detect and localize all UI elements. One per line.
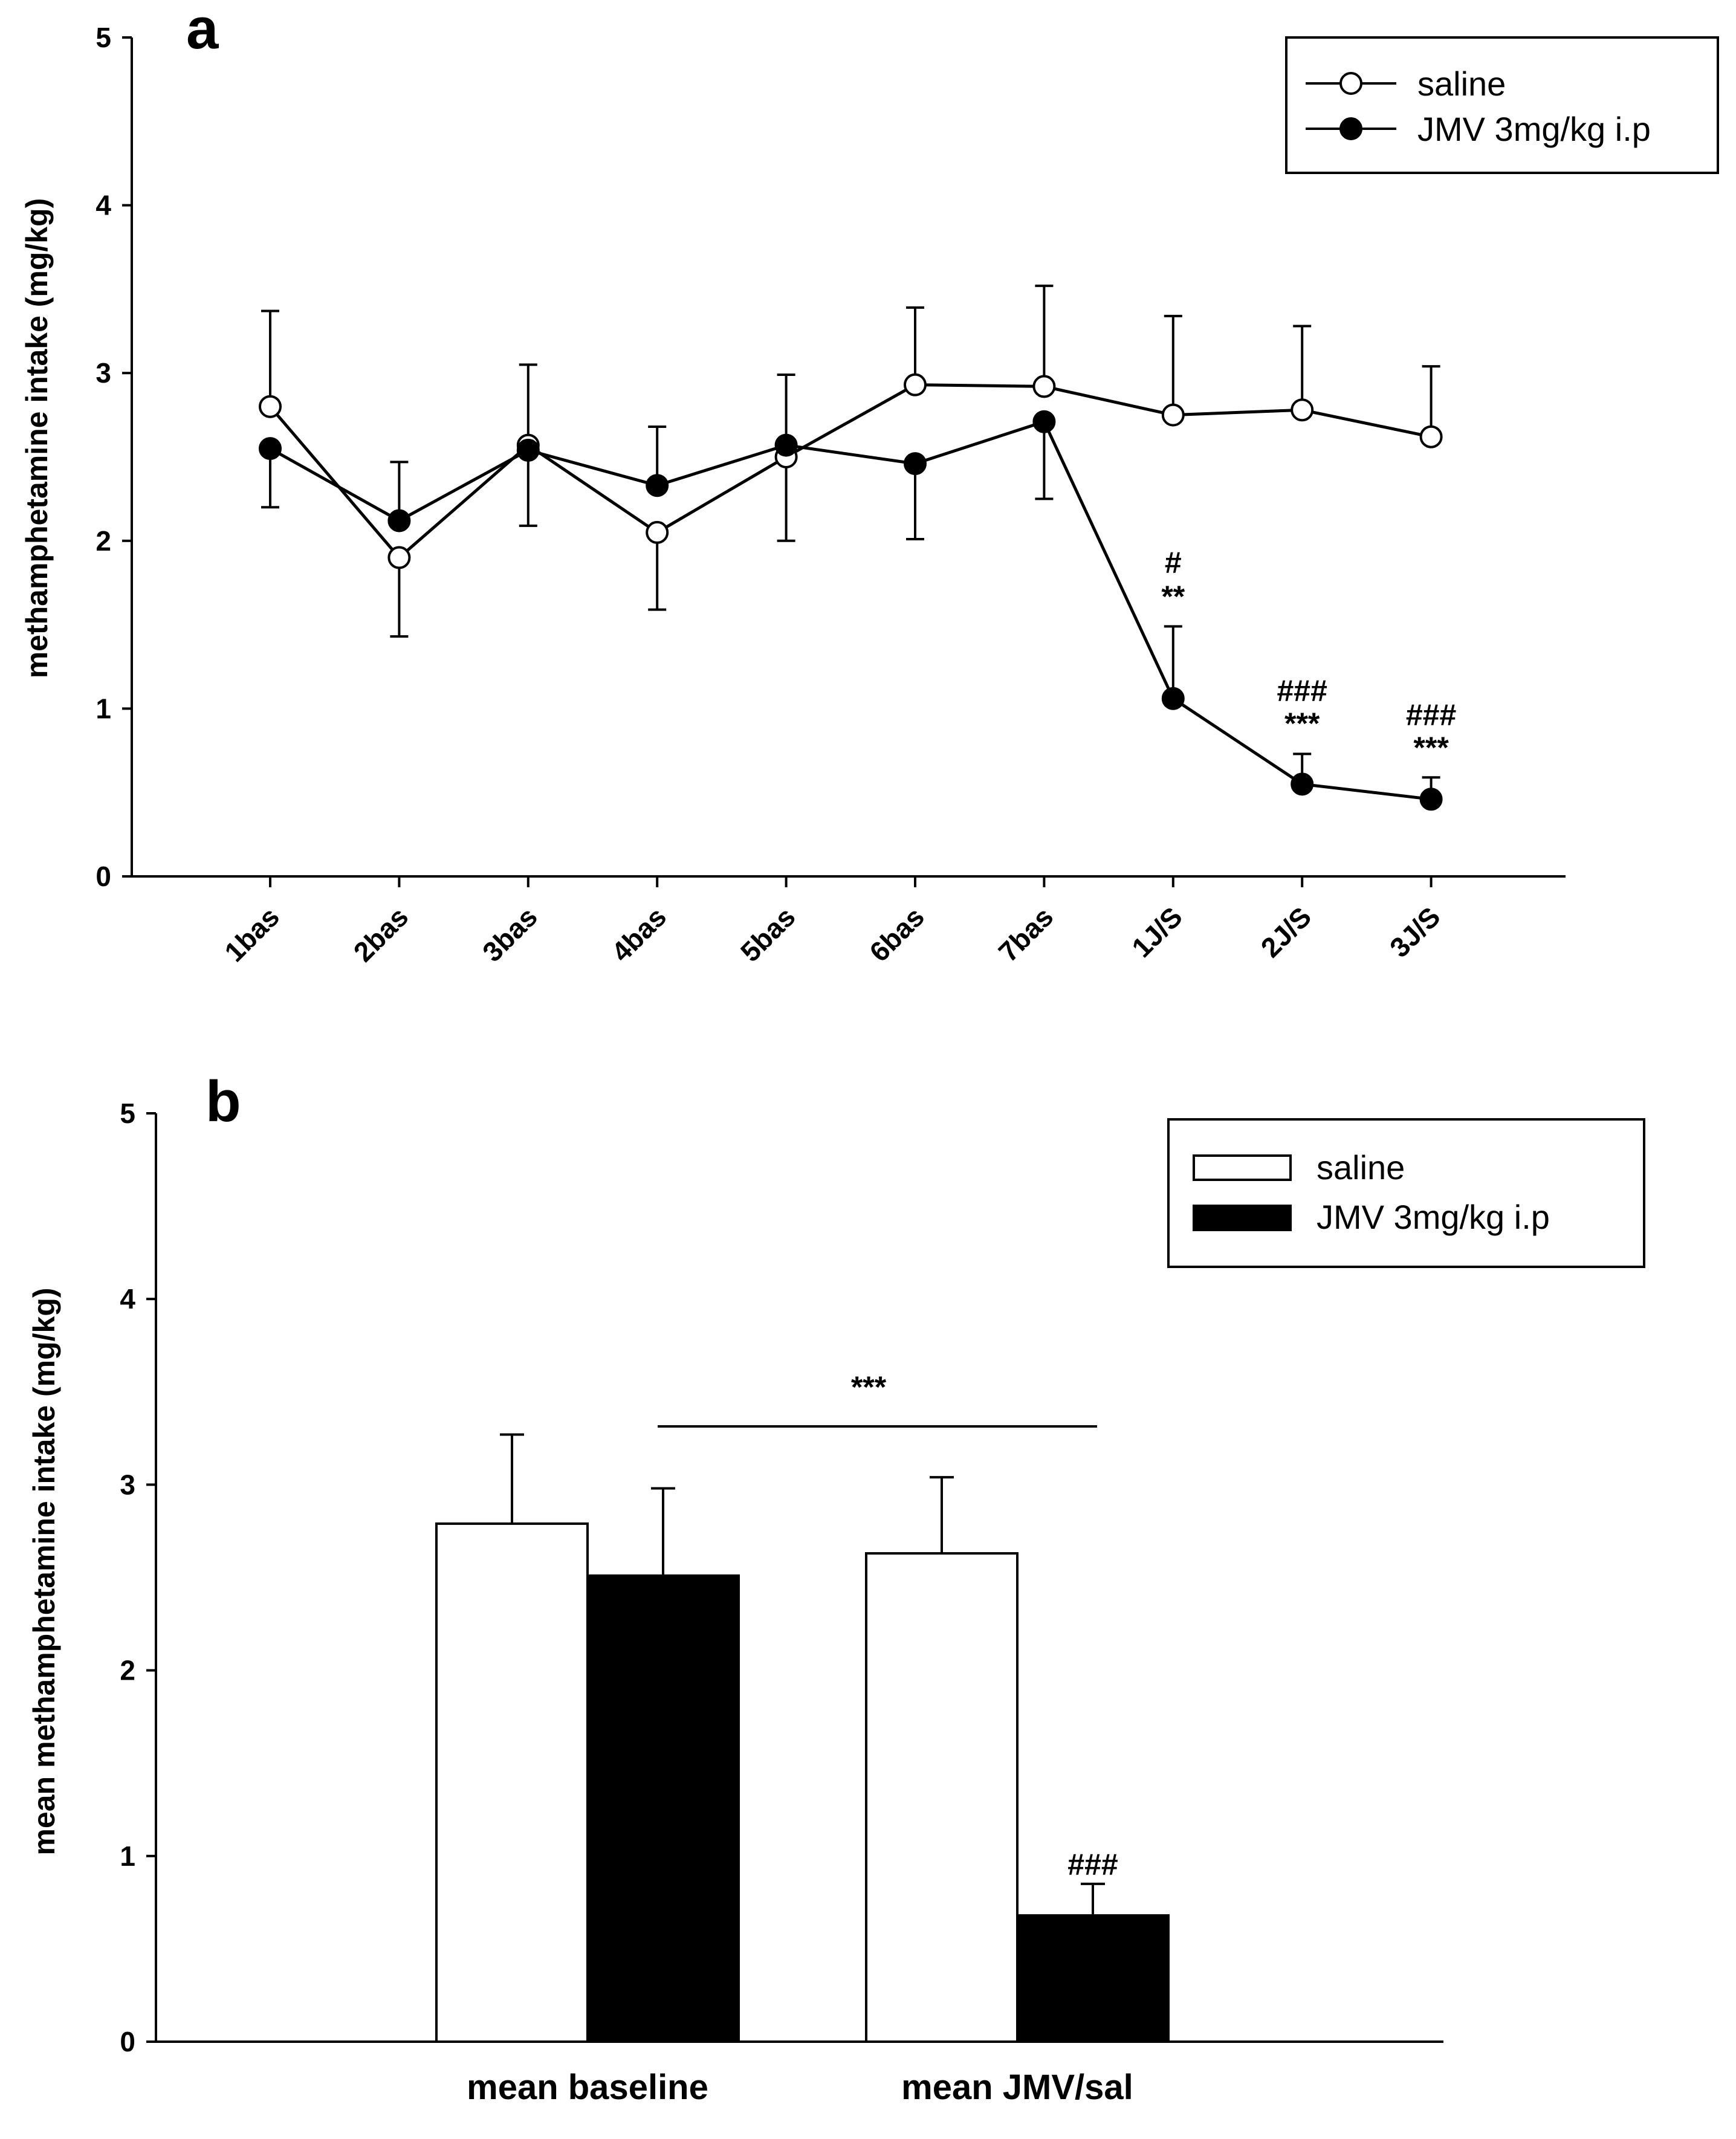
x-category-label: mean JMV/sal	[901, 2068, 1133, 2107]
x-category-label: mean baseline	[467, 2068, 708, 2107]
data-point-saline	[1291, 398, 1314, 422]
y-tick-label: 4	[120, 1283, 135, 1315]
significance-marker: ***	[1284, 707, 1320, 740]
data-point-jmv	[387, 509, 411, 532]
panel-b: b mean methamphetamine intake (mg/kg) 0 1…	[27, 1069, 1645, 2107]
panel-b-axes: 0 1 2 3 4 5 mean baseline mean JMV/sal	[120, 1098, 1443, 2107]
panel-b-legend: saline JMV 3mg/kg i.p	[1167, 1118, 1645, 1268]
data-point-jmv	[1419, 788, 1443, 811]
panel-b-y-axis-title: mean methamphetamine intake (mg/kg)	[27, 1287, 61, 1855]
panel-a-plot-area	[259, 284, 1443, 811]
data-point-saline	[1161, 403, 1185, 427]
x-tick-label: 3J/S	[1384, 901, 1446, 963]
series-line-saline	[269, 383, 1432, 560]
y-tick-label: 0	[96, 861, 111, 892]
panel-a-legend: saline JMV 3mg/kg i.p	[1285, 36, 1719, 174]
significance-marker: ###	[1067, 1848, 1118, 1882]
legend-a-jmv-label: JMV 3mg/kg i.p	[1417, 110, 1651, 148]
bar-saline	[865, 1552, 1019, 2043]
panel-a-letter: a	[186, 0, 219, 61]
panel-b-legend-box	[1167, 1118, 1645, 1268]
x-tick-label: 2J/S	[1255, 901, 1318, 963]
y-tick-label: 1	[120, 1840, 135, 1872]
data-point-jmv	[516, 438, 540, 462]
data-point-jmv	[1291, 772, 1314, 796]
panel-a-annotations: #**###*** ###***	[1161, 546, 1456, 765]
legend-a-jmv-marker	[1339, 117, 1362, 140]
y-tick-label: 5	[120, 1098, 135, 1129]
significance-marker: ***	[851, 1370, 887, 1404]
x-tick-label: 2bas	[348, 901, 415, 968]
data-point-saline	[387, 546, 411, 569]
x-tick-label: 1bas	[218, 901, 285, 968]
data-point-jmv	[646, 474, 669, 497]
data-point-saline	[259, 395, 282, 418]
data-point-saline	[904, 373, 927, 396]
y-tick-label: 1	[96, 693, 111, 724]
significance-marker: ###	[1277, 674, 1327, 708]
bar-saline	[435, 1522, 589, 2044]
legend-b-saline-label: saline	[1317, 1148, 1405, 1186]
bar-jmv	[586, 1574, 740, 2043]
y-tick-label: 2	[120, 1655, 135, 1686]
x-tick-label: 7bas	[993, 901, 1060, 968]
y-tick-label: 0	[120, 2026, 135, 2057]
data-point-saline	[646, 520, 669, 544]
x-tick-label: 4bas	[605, 901, 672, 968]
x-tick-label: 5bas	[734, 901, 802, 968]
data-point-saline	[1032, 375, 1056, 398]
data-point-jmv	[904, 452, 927, 476]
series-line-jmv	[269, 419, 1431, 801]
legend-b-jmv-label: JMV 3mg/kg i.p	[1317, 1198, 1550, 1236]
significance-marker: #	[1165, 546, 1182, 580]
data-point-jmv	[1161, 687, 1185, 710]
legend-b-jmv-swatch	[1193, 1205, 1292, 1231]
panel-b-plot-area: *** ###	[435, 1370, 1170, 2044]
x-tick-label: 1J/S	[1125, 901, 1188, 963]
significance-marker: **	[1161, 580, 1185, 613]
significance-marker: ***	[1413, 731, 1449, 765]
legend-a-saline-marker	[1339, 72, 1362, 95]
y-tick-label: 2	[96, 525, 111, 557]
data-point-jmv	[259, 437, 282, 461]
bar-jmv	[1016, 1914, 1170, 2043]
x-tick-label: 3bas	[476, 901, 543, 968]
y-tick-label: 4	[96, 190, 111, 221]
significance-marker: ###	[1406, 698, 1456, 732]
panel-b-letter: b	[206, 1069, 241, 1134]
y-tick-label: 3	[120, 1469, 135, 1500]
data-point-jmv	[1032, 410, 1056, 433]
y-tick-label: 5	[96, 22, 111, 53]
y-tick-label: 3	[96, 357, 111, 389]
panel-a-legend-box	[1285, 36, 1719, 174]
panel-a-y-axis-title: methamphetamine intake (mg/kg)	[20, 198, 54, 679]
legend-a-saline-label: saline	[1417, 65, 1506, 103]
panel-a: a methamphetamine intake (mg/kg) 0 1 2 3 4 5 1…	[20, 0, 1719, 968]
data-point-saline	[1419, 425, 1443, 448]
data-point-jmv	[774, 433, 798, 457]
x-tick-label: 6bas	[863, 901, 930, 968]
legend-b-saline-swatch	[1193, 1154, 1292, 1181]
